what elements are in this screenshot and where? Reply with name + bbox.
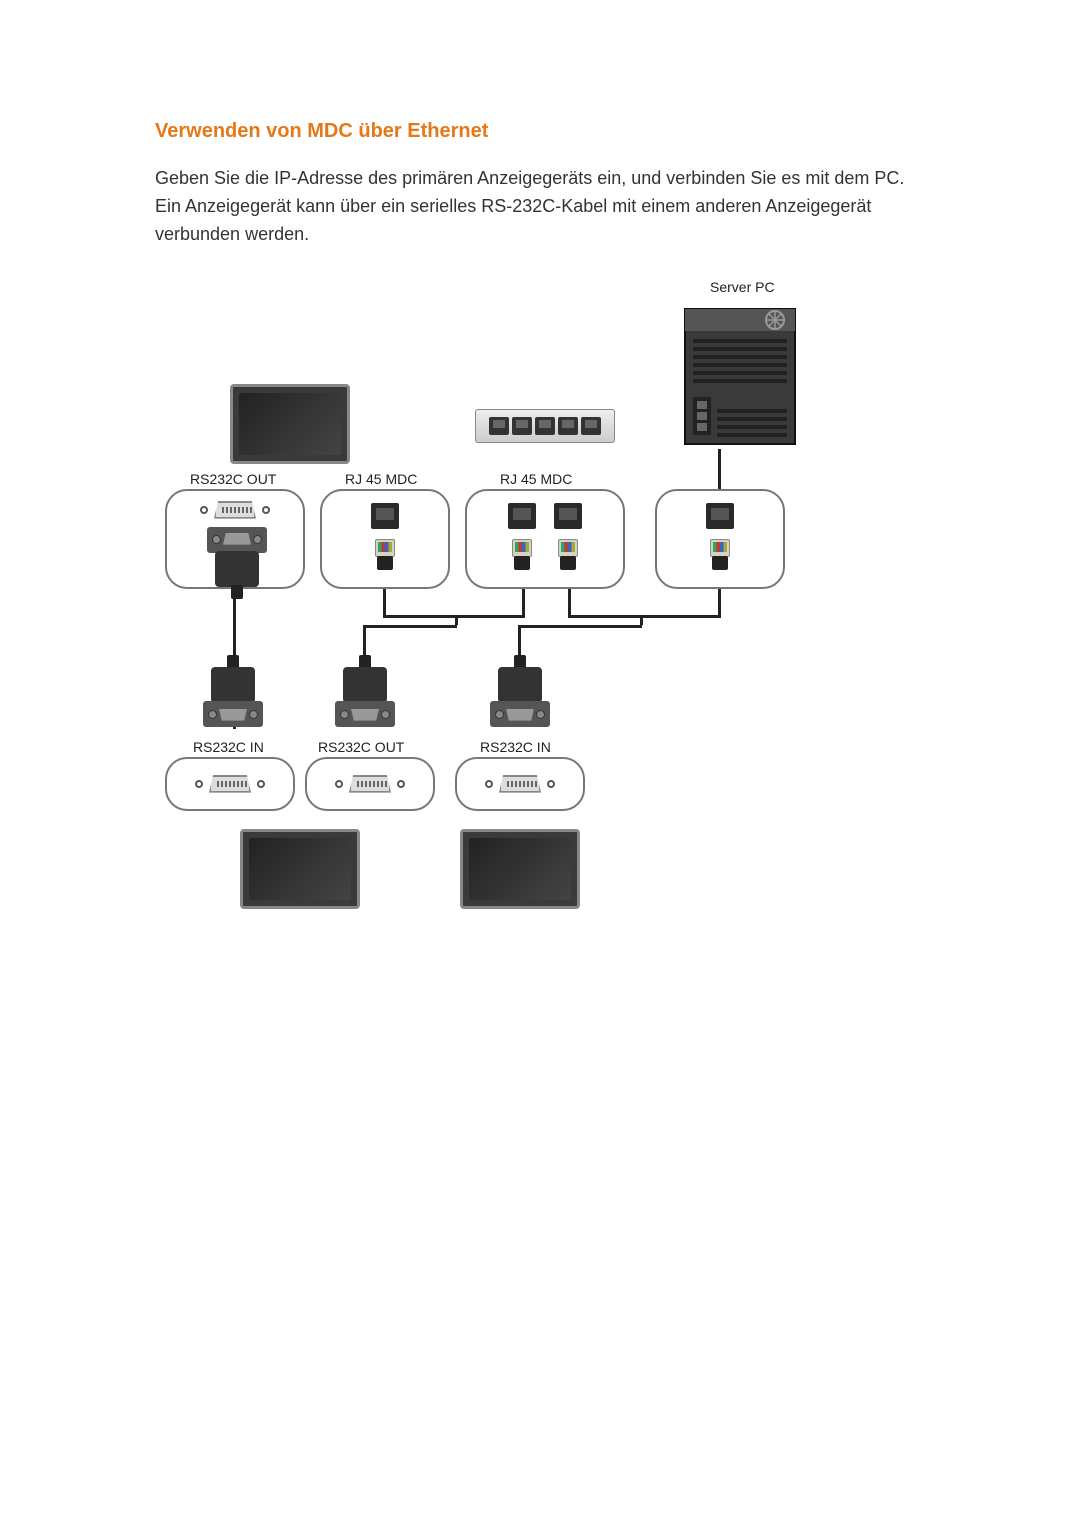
cable-line (522, 589, 525, 617)
db9-connector-icon (335, 655, 395, 727)
rj45-plug-icon (510, 539, 534, 573)
serial-port-icon (195, 775, 265, 793)
port-box (165, 489, 305, 589)
rj45-jack-icon (508, 503, 536, 529)
rj45-plug-icon (373, 539, 397, 573)
cable-line (718, 449, 721, 489)
cable-line (363, 625, 457, 628)
rs232c-out-label: RS232C OUT (190, 471, 276, 487)
server-pc-label: Server PC (710, 279, 775, 295)
port-box (655, 489, 785, 589)
connection-diagram: Server PC (155, 279, 925, 929)
rs232c-out-label: RS232C OUT (318, 739, 404, 755)
rj45-mdc-label-left: RJ 45 MDC (345, 471, 417, 487)
port-box (455, 757, 585, 811)
section-paragraph: Geben Sie die IP-Adresse des primären An… (155, 165, 925, 249)
cable-line (363, 625, 366, 655)
ethernet-hub-icon (475, 409, 615, 443)
cable-line (518, 625, 521, 655)
cable-line (455, 615, 458, 625)
cable-line (383, 589, 386, 617)
port-box (320, 489, 450, 589)
cable-line (383, 615, 455, 618)
monitor-icon (460, 829, 580, 909)
cable-line (568, 615, 640, 618)
rs232c-in-label: RS232C IN (480, 739, 551, 755)
port-box (465, 489, 625, 589)
cable-line (518, 625, 642, 628)
section-heading: Verwenden von MDC über Ethernet (155, 120, 925, 143)
monitor-icon (230, 384, 350, 464)
monitor-icon (240, 829, 360, 909)
db9-connector-icon (203, 655, 263, 727)
rj45-jack-icon (706, 503, 734, 529)
serial-port-icon (335, 775, 405, 793)
port-box (165, 757, 295, 811)
cable-line (568, 589, 571, 617)
rs232c-in-label: RS232C IN (193, 739, 264, 755)
db9-connector-icon (207, 527, 267, 599)
rj45-plug-icon (708, 539, 732, 573)
cable-line (455, 615, 525, 618)
cable-line (718, 589, 721, 617)
cable-line (640, 615, 643, 625)
rj45-jack-icon (371, 503, 399, 529)
rj45-jack-icon (554, 503, 582, 529)
cable-line (640, 615, 721, 618)
db9-connector-icon (490, 655, 550, 727)
port-box (305, 757, 435, 811)
server-pc-icon (675, 299, 805, 449)
serial-port-icon (200, 501, 270, 519)
rj45-plug-icon (556, 539, 580, 573)
rj45-mdc-label-right: RJ 45 MDC (500, 471, 572, 487)
serial-port-icon (485, 775, 555, 793)
